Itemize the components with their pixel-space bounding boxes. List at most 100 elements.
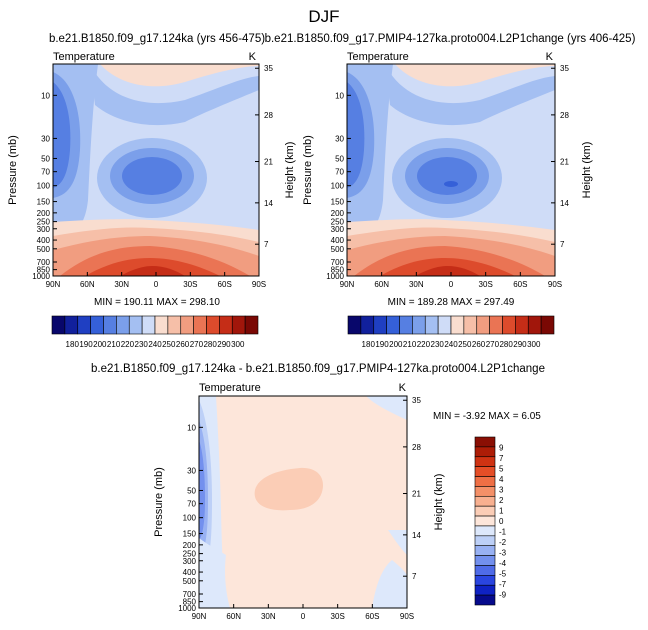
y-tick-label: 30	[335, 134, 344, 143]
panel-2-units: K	[546, 51, 554, 63]
y-tick-label: 70	[335, 168, 344, 177]
y-tick-label: 300	[37, 225, 51, 234]
colorbar-label: 270	[190, 340, 204, 349]
panel-3-contour-neg-5	[199, 538, 230, 608]
colorbar-label: 210	[107, 340, 121, 349]
x-tick-label: 90S	[400, 612, 414, 621]
panel-2: b.e21.B1850.f09_g17.PMIP4-127ka.proto004…	[265, 33, 636, 349]
x-tick-label: 60N	[226, 612, 241, 621]
colorbar-swatch	[206, 315, 220, 335]
colorbar-label: 9	[499, 444, 504, 453]
colorbar-swatch	[231, 315, 246, 335]
panel-1-ylabel: Pressure (mb)	[7, 135, 19, 205]
panel-2-ylabel: Pressure (mb)	[302, 135, 314, 205]
y-tick-label: 100	[37, 182, 51, 191]
x-tick-label: 0	[154, 280, 159, 289]
x-tick-label: 30N	[409, 280, 424, 289]
y-tick-label: 500	[183, 577, 197, 586]
colorbar-label: 280	[203, 340, 217, 349]
panel-3-ylabel-right: Height (km)	[433, 474, 445, 531]
x-tick-label: 60N	[374, 280, 389, 289]
height-tick-label: 21	[412, 490, 421, 499]
colorbar-label: 3	[499, 486, 504, 495]
panel-2-axes: 90N 60N 30N 0 30S 60S 90S103050701001502002503…	[326, 64, 569, 289]
colorbar-swatch	[474, 565, 496, 576]
colorbar-label: 290	[513, 340, 527, 349]
height-tick-label: 7	[264, 240, 269, 249]
y-tick-label: 70	[41, 168, 50, 177]
panel-3-variable: Temperature	[199, 382, 261, 394]
colorbar-swatch	[244, 315, 259, 335]
y-tick-label: 70	[187, 500, 196, 509]
colorbar-label: 4	[499, 475, 504, 484]
colorbar-label: 290	[217, 340, 231, 349]
colorbar-label: -7	[499, 580, 507, 589]
panel-3-contour-south-neg-2	[388, 530, 407, 555]
panel-1-title: b.e21.B1850.f09_g17.124ka (yrs 456-475)	[49, 33, 265, 45]
y-tick-label: 400	[183, 568, 197, 577]
panel-1-axes: 90N 60N 30N 0 30S 60S 90S103050701001502002503…	[32, 64, 273, 289]
panel-1-contour-tropopause-near-pole	[53, 200, 80, 222]
panel-1-contour-upper-warm	[100, 64, 259, 87]
colorbar-swatch	[474, 476, 496, 487]
x-tick-label: 0	[301, 612, 306, 621]
colorbar-swatch	[474, 584, 496, 596]
colorbar-swatch	[77, 315, 91, 335]
colorbar-label: 260	[472, 340, 486, 349]
colorbar-swatch	[141, 315, 156, 335]
colorbar-swatch	[474, 555, 496, 566]
x-tick-label: 30S	[479, 280, 493, 289]
y-tick-label: 10	[335, 91, 344, 100]
y-tick-label: 100	[183, 514, 197, 523]
y-tick-label: 850	[183, 598, 197, 607]
colorbar-label: 0	[499, 517, 504, 526]
height-tick-label: 35	[264, 64, 273, 73]
height-tick-label: 35	[560, 64, 569, 73]
colorbar-swatch	[502, 315, 516, 335]
panel-2-title: b.e21.B1850.f09_g17.PMIP4-127ka.proto004…	[265, 33, 636, 45]
y-tick-label: 100	[331, 182, 345, 191]
panel-3: b.e21.B1850.f09_g17.124ka - b.e21.B1850.…	[91, 363, 545, 621]
y-tick-label: 250	[183, 550, 197, 559]
colorbar-label: -1	[499, 528, 507, 537]
colorbar-label: 200	[389, 340, 403, 349]
colorbar-label: -3	[499, 549, 507, 558]
panel-3-units: K	[399, 382, 407, 394]
x-tick-label: 90N	[192, 612, 207, 621]
colorbar-label: 7	[499, 454, 504, 463]
x-tick-label: 30S	[183, 280, 197, 289]
colorbar-swatch	[540, 315, 555, 335]
panel-3-contour-pos-1	[254, 467, 324, 511]
panel-3-contour-south-neg-3	[372, 560, 407, 608]
height-tick-label: 21	[560, 158, 569, 167]
height-tick-label: 28	[560, 111, 569, 120]
panel-1-contour-lower-6	[120, 266, 185, 276]
panel-3-contour-south-neg-1	[366, 396, 407, 420]
x-tick-label: 60S	[513, 280, 527, 289]
panel-3-axes: 90N 60N 30N 0 30S 60S 90S103050701001502002503…	[178, 396, 421, 621]
colorbar-swatch	[474, 515, 496, 527]
panel-2-colorbar: 180 190 200 210 220 230 240 250 260 270 280 290 300	[347, 315, 555, 349]
colorbar-label: 200	[93, 340, 107, 349]
y-tick-label: 500	[37, 245, 51, 254]
panel-2-contour-tropopause-near-pole	[347, 200, 374, 222]
colorbar-label: 5	[499, 465, 504, 474]
height-tick-label: 14	[264, 199, 273, 208]
colorbar-label: 220	[121, 340, 135, 349]
height-tick-label: 21	[264, 158, 273, 167]
colorbar-swatch	[167, 315, 182, 335]
colorbar-swatch	[474, 575, 496, 586]
colorbar-label: 240	[148, 340, 162, 349]
colorbar-swatch	[373, 315, 387, 335]
colorbar-label: 250	[458, 340, 472, 349]
colorbar-label: 260	[176, 340, 190, 349]
panel-3-ylabel: Pressure (mb)	[153, 467, 165, 537]
colorbar-swatch	[474, 436, 496, 448]
page-title: DJF	[308, 7, 339, 26]
colorbar-label: 230	[135, 340, 149, 349]
panel-1-ylabel-right: Height (km)	[284, 142, 296, 199]
height-tick-label: 7	[412, 572, 417, 581]
colorbar-label: 300	[231, 340, 245, 349]
y-tick-label: 200	[37, 209, 51, 218]
colorbar-swatch	[412, 315, 426, 335]
